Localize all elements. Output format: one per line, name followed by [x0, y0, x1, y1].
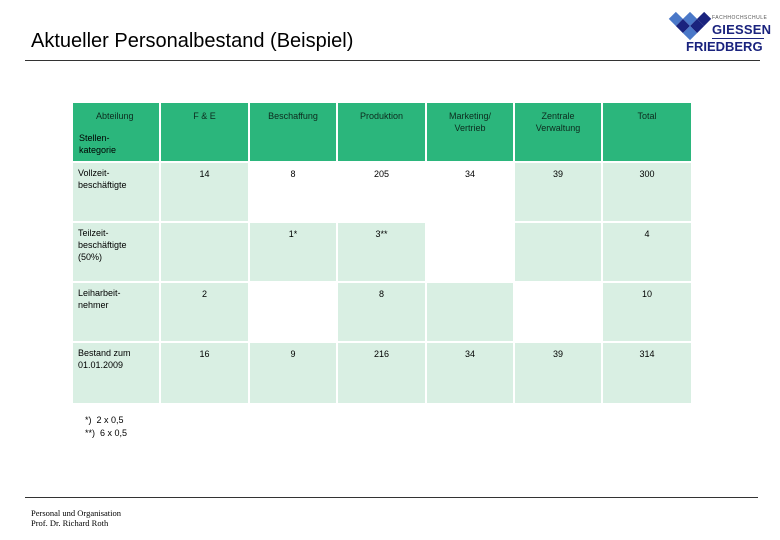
table-row: Teilzeit- beschäftigte (50%) 1* 3** 4 — [73, 223, 691, 283]
table-cell: 216 — [338, 343, 427, 403]
table-cell: 34 — [427, 343, 515, 403]
footer-course: Personal und Organisation — [31, 508, 122, 518]
footer-divider — [25, 497, 758, 498]
footnote-2: **) 6 x 0,5 — [85, 428, 128, 438]
row-label: Leiharbeit- nehmer — [73, 283, 161, 343]
table-cell: 10 — [603, 283, 691, 343]
table-cell: 34 — [427, 163, 515, 223]
footer-author: Prof. Dr. Richard Roth — [31, 518, 109, 528]
table-header-row: Abteilung F & E Beschaffung Produktion M… — [73, 103, 691, 163]
table-cell — [515, 223, 603, 283]
personnel-table: Abteilung F & E Beschaffung Produktion M… — [73, 103, 691, 403]
table-cell: 9 — [250, 343, 338, 403]
table-cell: 16 — [161, 343, 250, 403]
table-cell — [427, 283, 515, 343]
logo-divider — [712, 38, 764, 39]
header-corner: Abteilung — [73, 103, 161, 163]
column-header: Beschaffung — [250, 103, 338, 163]
footnote-1: *) 2 x 0,5 — [85, 415, 124, 425]
column-header: Marketing/ Vertrieb — [427, 103, 515, 163]
row-label: Vollzeit- beschäftigte — [73, 163, 161, 223]
table-cell: 3** — [338, 223, 427, 283]
table-cell: 8 — [338, 283, 427, 343]
column-header: Zentrale Verwaltung — [515, 103, 603, 163]
row-label: Bestand zum 01.01.2009 — [73, 343, 161, 403]
table-cell: 314 — [603, 343, 691, 403]
logo-mark-icon — [668, 11, 712, 41]
table-cell: 39 — [515, 343, 603, 403]
table-cell: 2 — [161, 283, 250, 343]
column-header: F & E — [161, 103, 250, 163]
table-cell — [161, 223, 250, 283]
table-row: Leiharbeit- nehmer 2 8 10 — [73, 283, 691, 343]
table-cell: 1* — [250, 223, 338, 283]
table-cell: 14 — [161, 163, 250, 223]
footnotes: *) 2 x 0,5 **) 6 x 0,5 — [85, 414, 127, 440]
table-cell — [250, 283, 338, 343]
table-cell: 8 — [250, 163, 338, 223]
corner-label-stellenkategorie: Stellen- kategorie — [79, 133, 117, 155]
table-row: Vollzeit- beschäftigte 14 8 205 34 39 30… — [73, 163, 691, 223]
table-cell: 300 — [603, 163, 691, 223]
table-cell: 4 — [603, 223, 691, 283]
table-cell: 39 — [515, 163, 603, 223]
slide-title: Aktueller Personalbestand (Beispiel) — [31, 30, 354, 52]
logo-word-friedberg: FRIEDBERG — [686, 39, 763, 54]
table-row: Bestand zum 01.01.2009 16 9 216 34 39 31… — [73, 343, 691, 403]
column-header: Total — [603, 103, 691, 163]
logo-tagline: FACHHOCHSCHULE — [712, 15, 768, 21]
title-divider — [25, 60, 760, 61]
university-logo: FACHHOCHSCHULE GIESSEN FRIEDBERG — [668, 4, 772, 56]
footer: Personal und Organisation Prof. Dr. Rich… — [31, 508, 121, 528]
column-header: Produktion — [338, 103, 427, 163]
table-cell — [427, 223, 515, 283]
corner-label-abteilung: Abteilung — [96, 111, 134, 121]
table-cell: 205 — [338, 163, 427, 223]
row-label: Teilzeit- beschäftigte (50%) — [73, 223, 161, 283]
table-cell — [515, 283, 603, 343]
logo-word-giessen: GIESSEN — [712, 22, 772, 37]
